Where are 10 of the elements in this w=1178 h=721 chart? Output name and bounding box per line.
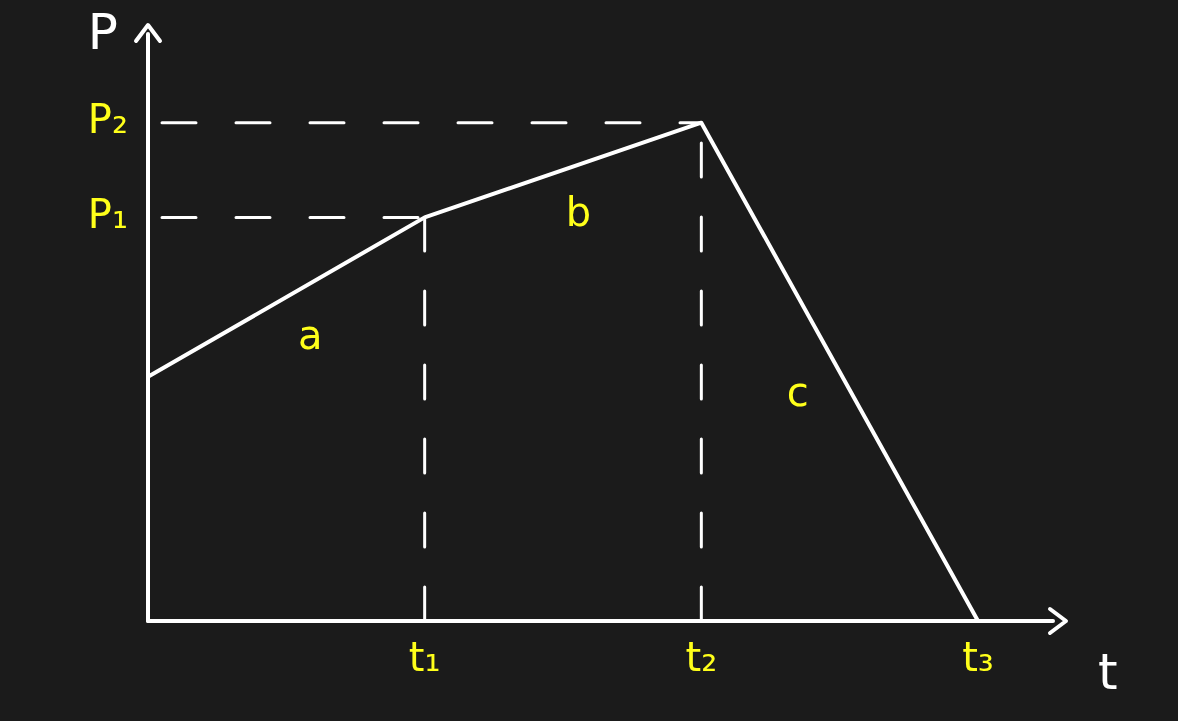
x-tick-label: t₃ bbox=[962, 634, 994, 681]
ref-line-label: P₂ bbox=[87, 96, 128, 143]
annotation: c bbox=[786, 368, 809, 415]
annotation: a bbox=[298, 312, 323, 359]
x-tick-label: t₁ bbox=[408, 634, 441, 681]
annotation: b bbox=[565, 188, 592, 235]
y-axis-title: P bbox=[87, 2, 118, 61]
ref-line-label: P₁ bbox=[87, 190, 128, 237]
x-tick-label: t₂ bbox=[685, 634, 718, 681]
x-axis-title: t bbox=[1098, 642, 1118, 701]
